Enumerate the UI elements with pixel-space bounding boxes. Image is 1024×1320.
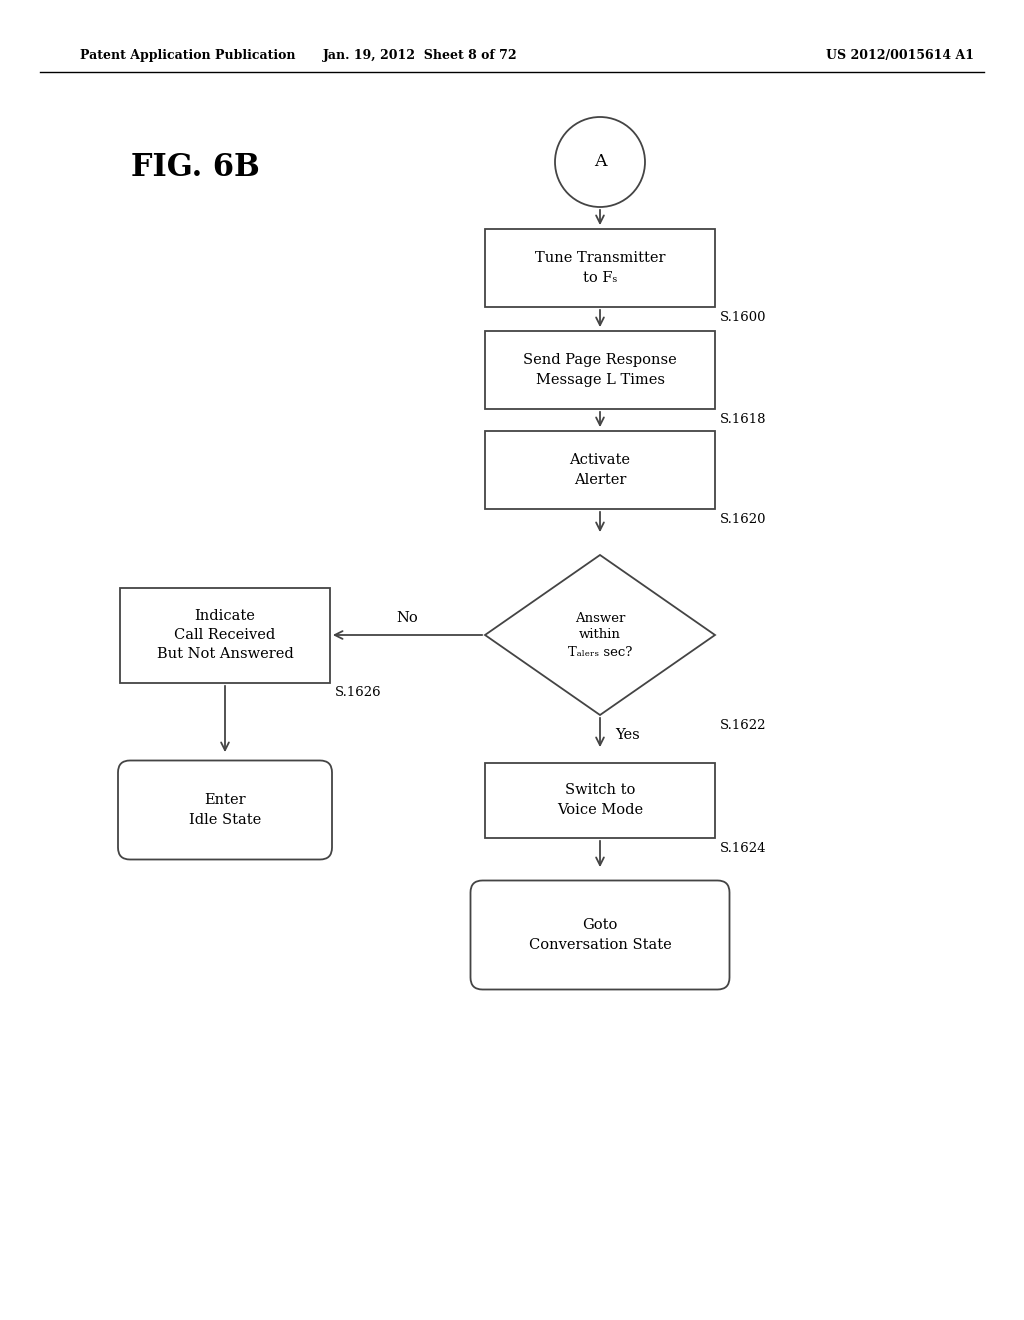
Polygon shape bbox=[485, 554, 715, 715]
Text: Indicate
Call Received
But Not Answered: Indicate Call Received But Not Answered bbox=[157, 609, 293, 661]
FancyBboxPatch shape bbox=[470, 880, 729, 990]
Bar bbox=[485, 432, 715, 510]
Text: Enter
Idle State: Enter Idle State bbox=[188, 793, 261, 826]
Text: S.1620: S.1620 bbox=[720, 513, 767, 525]
Bar bbox=[120, 587, 330, 682]
Text: Switch to
Voice Mode: Switch to Voice Mode bbox=[557, 783, 643, 817]
Text: A: A bbox=[594, 153, 606, 170]
Text: Answer
within
Tₐₗₑᵣₛ sec?: Answer within Tₐₗₑᵣₛ sec? bbox=[568, 611, 632, 659]
Text: US 2012/0015614 A1: US 2012/0015614 A1 bbox=[826, 49, 974, 62]
Text: S.1618: S.1618 bbox=[720, 413, 767, 426]
Text: S.1624: S.1624 bbox=[720, 842, 767, 854]
Text: S.1626: S.1626 bbox=[335, 686, 382, 700]
Text: No: No bbox=[396, 611, 419, 624]
Text: FIG. 6B: FIG. 6B bbox=[131, 153, 259, 183]
Bar bbox=[485, 331, 715, 409]
Text: S.1622: S.1622 bbox=[720, 719, 767, 733]
Text: Yes: Yes bbox=[615, 729, 640, 742]
Text: Patent Application Publication: Patent Application Publication bbox=[80, 49, 296, 62]
Text: S.1600: S.1600 bbox=[720, 312, 767, 323]
Text: Goto
Conversation State: Goto Conversation State bbox=[528, 919, 672, 952]
Text: Tune Transmitter
to Fₛ: Tune Transmitter to Fₛ bbox=[535, 251, 666, 285]
Bar bbox=[485, 763, 715, 837]
Bar bbox=[485, 228, 715, 308]
Text: Send Page Response
Message L Times: Send Page Response Message L Times bbox=[523, 354, 677, 387]
FancyBboxPatch shape bbox=[118, 760, 332, 859]
Text: Jan. 19, 2012  Sheet 8 of 72: Jan. 19, 2012 Sheet 8 of 72 bbox=[323, 49, 517, 62]
Text: Activate
Alerter: Activate Alerter bbox=[569, 453, 631, 487]
Circle shape bbox=[555, 117, 645, 207]
